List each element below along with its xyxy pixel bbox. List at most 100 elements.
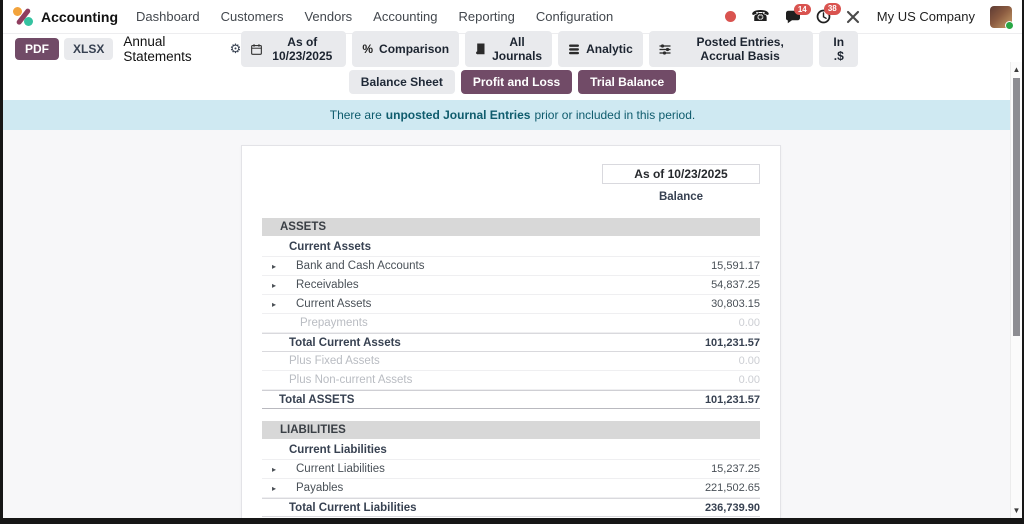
balance-column-header: Balance: [658, 191, 704, 203]
calendar-icon: [251, 43, 263, 55]
menu-item-dashboard[interactable]: Dashboard: [136, 9, 200, 24]
expand-chevron-icon[interactable]: ▸: [272, 280, 277, 290]
report-row: Plus Fixed Assets 0.00: [262, 352, 760, 371]
column-date-header: As of 10/23/2025: [602, 164, 760, 184]
unposted-entries-banner: There are unposted Journal Entries prior…: [3, 100, 1022, 130]
banner-text-bold[interactable]: unposted Journal Entries: [385, 108, 531, 122]
filter-label: Posted Entries, Accrual Basis: [696, 35, 784, 63]
online-status-dot: [1005, 20, 1014, 30]
row-balance-value: 0.00: [738, 355, 760, 367]
report-row[interactable]: ▸ Current Liabilities 15,237.25: [262, 460, 760, 479]
logo-teal-dot: [24, 16, 33, 26]
row-balance-value: 15,591.17: [711, 260, 760, 272]
report-title: Annual Statements: [123, 34, 192, 64]
expand-chevron-icon[interactable]: ▸: [272, 483, 277, 493]
activities-badge: 38: [823, 3, 841, 15]
menu-item-configuration[interactable]: Configuration: [535, 9, 614, 24]
activities-button[interactable]: 38: [816, 3, 841, 24]
topbar-right: ☎ 14 38 My US Company: [725, 3, 1014, 30]
row-label: Prepayments: [300, 317, 368, 329]
report-row[interactable]: ▸ Receivables 54,837.25: [262, 276, 760, 295]
tab-trial-balance[interactable]: Trial Balance: [578, 70, 677, 94]
journal-icon: [475, 43, 486, 55]
row-label: Current Liabilities: [289, 444, 387, 456]
row-label: ASSETS: [280, 221, 327, 233]
filter-all-journals[interactable]: All Journals: [465, 31, 553, 67]
report-row[interactable]: ▸ Payables 221,502.65: [262, 479, 760, 498]
analytic-icon: [568, 44, 580, 55]
menu-item-accounting[interactable]: Accounting: [373, 9, 438, 24]
user-avatar[interactable]: [990, 5, 1014, 30]
xlsx-button[interactable]: XLSX: [64, 38, 114, 60]
report-row[interactable]: ASSETS: [262, 218, 760, 236]
report-tabs: Balance Sheet Profit and Loss Trial Balanc…: [3, 64, 1022, 100]
row-balance-value: 54,837.25: [711, 279, 760, 291]
filter-label: In .$: [833, 35, 845, 63]
tools-button[interactable]: [846, 10, 860, 24]
filter-posted-entries-accrual-basis[interactable]: Posted Entries, Accrual Basis: [648, 31, 814, 67]
row-balance-value: 0.00: [738, 374, 760, 386]
banner-text-suffix: prior or included in this period.: [534, 108, 696, 122]
tab-profit-and-loss[interactable]: Profit and Loss: [460, 70, 573, 94]
gear-icon[interactable]: ⚙: [229, 41, 242, 56]
filter-analytic[interactable]: Analytic: [558, 31, 643, 67]
pdf-button[interactable]: PDF: [15, 38, 59, 60]
filter-as-of-10-23-2025[interactable]: As of 10/23/2025: [241, 31, 347, 67]
row-label: Total Current Liabilities: [289, 501, 417, 514]
report-row: Prepayments 0.00: [262, 314, 760, 333]
tools-icon: [846, 10, 859, 23]
menu-item-customers[interactable]: Customers: [220, 9, 284, 24]
vertical-scrollbar[interactable]: ▲ ▼: [1010, 62, 1022, 518]
filter-bar: As of 10/23/2025% Comparison All Journals A…: [241, 31, 858, 67]
report-row: Current Liabilities: [262, 441, 760, 460]
voip-button[interactable]: ☎: [751, 9, 770, 24]
row-balance-value: 221,502.65: [704, 482, 760, 494]
tab-balance-sheet[interactable]: Balance Sheet: [348, 70, 455, 94]
filter-label: Comparison: [379, 42, 450, 56]
messages-button[interactable]: 14: [785, 3, 811, 24]
row-label: Plus Fixed Assets: [289, 355, 380, 367]
row-balance-value: 101,231.57: [704, 393, 760, 406]
expand-chevron-icon[interactable]: ▸: [272, 261, 277, 271]
report-row[interactable]: ▸ Current Assets 30,803.15: [262, 295, 760, 314]
filter-label: All Journals: [492, 35, 543, 63]
row-label: Current Assets: [289, 241, 372, 253]
balance-sheet-card: As of 10/23/2025 Balance ASSETS Current A…: [241, 145, 781, 518]
row-balance-value: 236,739.90: [704, 501, 760, 514]
accounting-app-icon[interactable]: [13, 6, 33, 27]
record-dot-icon[interactable]: [725, 11, 737, 22]
report-content-area: As of 10/23/2025 Balance ASSETS Current A…: [3, 130, 1022, 518]
report-table: ASSETS Current Assets ▸ Bank and Cash Accou…: [262, 218, 760, 518]
report-row[interactable]: LIABILITIES: [262, 421, 760, 439]
report-row: Total Current Liabilities 236,739.90: [262, 498, 760, 517]
app-title[interactable]: Accounting: [41, 8, 118, 25]
menu-item-vendors[interactable]: Vendors: [304, 9, 353, 24]
row-label: Bank and Cash Accounts: [296, 260, 425, 272]
clock-icon: [816, 9, 831, 24]
expand-chevron-icon[interactable]: ▸: [272, 299, 277, 309]
row-label: Plus Non-current Assets: [289, 374, 413, 386]
report-row: Total Current Assets 101,231.57: [262, 333, 760, 352]
report-row[interactable]: ▸ Bank and Cash Accounts 15,591.17: [262, 257, 760, 276]
row-balance-value: 15,237.25: [711, 463, 760, 475]
row-balance-value: 0.00: [738, 317, 760, 329]
menu-item-reporting[interactable]: Reporting: [458, 9, 515, 24]
scrollbar-thumb[interactable]: [1013, 78, 1020, 336]
company-switcher[interactable]: My US Company: [876, 9, 975, 24]
report-toolbar: PDF XLSX Annual Statements ⚙ As of 10/23…: [3, 31, 1022, 67]
report-row: Plus Non-current Assets 0.00: [262, 371, 760, 390]
row-label: Current Liabilities: [296, 463, 385, 475]
expand-chevron-icon[interactable]: ▸: [272, 464, 277, 474]
row-balance-value: 30,803.15: [711, 298, 760, 310]
scroll-down-arrow[interactable]: ▼: [1012, 506, 1021, 515]
messages-badge: 14: [793, 3, 811, 16]
filter-in[interactable]: In .$: [819, 31, 858, 67]
scroll-up-arrow[interactable]: ▲: [1012, 65, 1021, 74]
report-row: Plus Non-current Liabilities0.00: [262, 517, 760, 518]
row-label: Receivables: [296, 279, 359, 291]
filter-comparison[interactable]: % Comparison: [352, 31, 460, 67]
row-label: LIABILITIES: [280, 424, 346, 436]
report-row: Total ASSETS 101,231.57: [262, 390, 760, 409]
phone-icon: ☎: [751, 8, 770, 25]
